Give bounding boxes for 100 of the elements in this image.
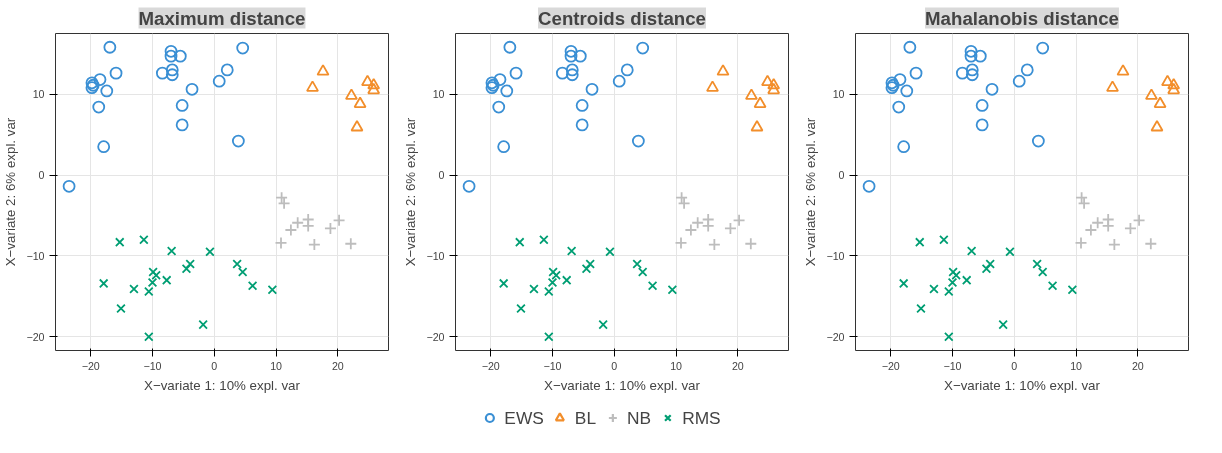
- point: [1106, 80, 1119, 92]
- x-axis-title: X−variate 1: 10% expl. var: [544, 377, 701, 393]
- point: [98, 278, 109, 289]
- point: [114, 237, 125, 247]
- point: [1150, 120, 1164, 132]
- point: [1167, 78, 1181, 90]
- point: [575, 118, 589, 132]
- point: [503, 40, 517, 54]
- point: [598, 319, 608, 330]
- point: [345, 88, 358, 100]
- point: [716, 64, 730, 76]
- point: [185, 82, 199, 96]
- point: [677, 196, 691, 210]
- point: [97, 140, 111, 154]
- point: [332, 213, 346, 227]
- point: [753, 96, 767, 108]
- x-tick-label: 0: [1011, 359, 1018, 372]
- point: [1075, 191, 1089, 205]
- y-tick-label: 10: [432, 88, 445, 101]
- point: [500, 84, 514, 98]
- point: [353, 96, 367, 108]
- point: [767, 78, 781, 90]
- x-tick-label: 10: [270, 359, 283, 372]
- point: [631, 134, 645, 148]
- point: [724, 221, 737, 235]
- point: [939, 234, 949, 245]
- point: [767, 82, 781, 95]
- point: [585, 82, 599, 96]
- point: [636, 41, 650, 55]
- point: [306, 80, 319, 92]
- point: [547, 277, 558, 288]
- point: [1032, 259, 1042, 269]
- point: [109, 66, 123, 80]
- point: [707, 238, 721, 251]
- y-axis-title: X−variate 2: 6% expl. var: [803, 117, 819, 267]
- point: [175, 118, 189, 132]
- point: [161, 275, 172, 285]
- point: [236, 41, 250, 55]
- point: [361, 74, 374, 87]
- point: [573, 49, 587, 63]
- point: [301, 219, 315, 233]
- point: [898, 278, 909, 289]
- y-tick-label: 10: [32, 88, 45, 101]
- point: [139, 234, 149, 245]
- y-tick-label: −10: [426, 249, 445, 262]
- point: [173, 49, 187, 63]
- point: [909, 66, 923, 80]
- point: [1101, 219, 1115, 233]
- point: [944, 286, 954, 297]
- point: [231, 134, 245, 148]
- point: [1144, 237, 1158, 251]
- point: [675, 191, 689, 205]
- point: [862, 179, 876, 193]
- point: [181, 264, 192, 274]
- point: [732, 213, 746, 227]
- x-tick-label: 10: [1070, 359, 1083, 372]
- point: [564, 44, 578, 58]
- point: [1036, 41, 1050, 55]
- point: [220, 63, 234, 77]
- point: [274, 236, 288, 250]
- y-axis-title: X−variate 2: 6% expl. var: [3, 117, 19, 267]
- point: [975, 99, 989, 112]
- point: [100, 84, 114, 98]
- point: [165, 68, 179, 82]
- point: [750, 120, 764, 132]
- x-axis-title: X−variate 1: 10% expl. var: [944, 377, 1101, 393]
- point: [632, 259, 642, 269]
- x-tick-label: −20: [481, 359, 500, 372]
- point: [903, 40, 917, 54]
- point: [1145, 88, 1158, 100]
- point: [581, 264, 592, 274]
- x-tick-label: −20: [81, 359, 100, 372]
- point: [1124, 221, 1137, 235]
- x-tick-label: 0: [611, 359, 618, 372]
- point: [620, 63, 634, 77]
- y-tick-label: 0: [438, 169, 445, 182]
- point: [966, 246, 977, 256]
- point: [744, 237, 758, 251]
- point: [706, 80, 719, 92]
- y-tick-label: 0: [38, 169, 45, 182]
- point: [1047, 281, 1058, 291]
- x-tick-label: 20: [331, 359, 344, 372]
- point: [93, 73, 107, 86]
- point: [575, 99, 589, 112]
- point: [324, 221, 337, 235]
- point: [516, 303, 526, 314]
- chart-title: Centroids distance: [538, 7, 706, 29]
- point: [166, 246, 177, 256]
- point: [198, 319, 208, 330]
- y-tick-label: −20: [826, 330, 845, 343]
- point: [212, 74, 226, 88]
- point: [164, 49, 178, 63]
- point: [565, 68, 579, 82]
- x-tick-label: 10: [670, 359, 683, 372]
- point: [1005, 247, 1015, 257]
- point: [566, 246, 577, 256]
- point: [544, 286, 554, 297]
- point: [129, 284, 139, 294]
- point: [948, 267, 958, 277]
- point: [1116, 64, 1130, 76]
